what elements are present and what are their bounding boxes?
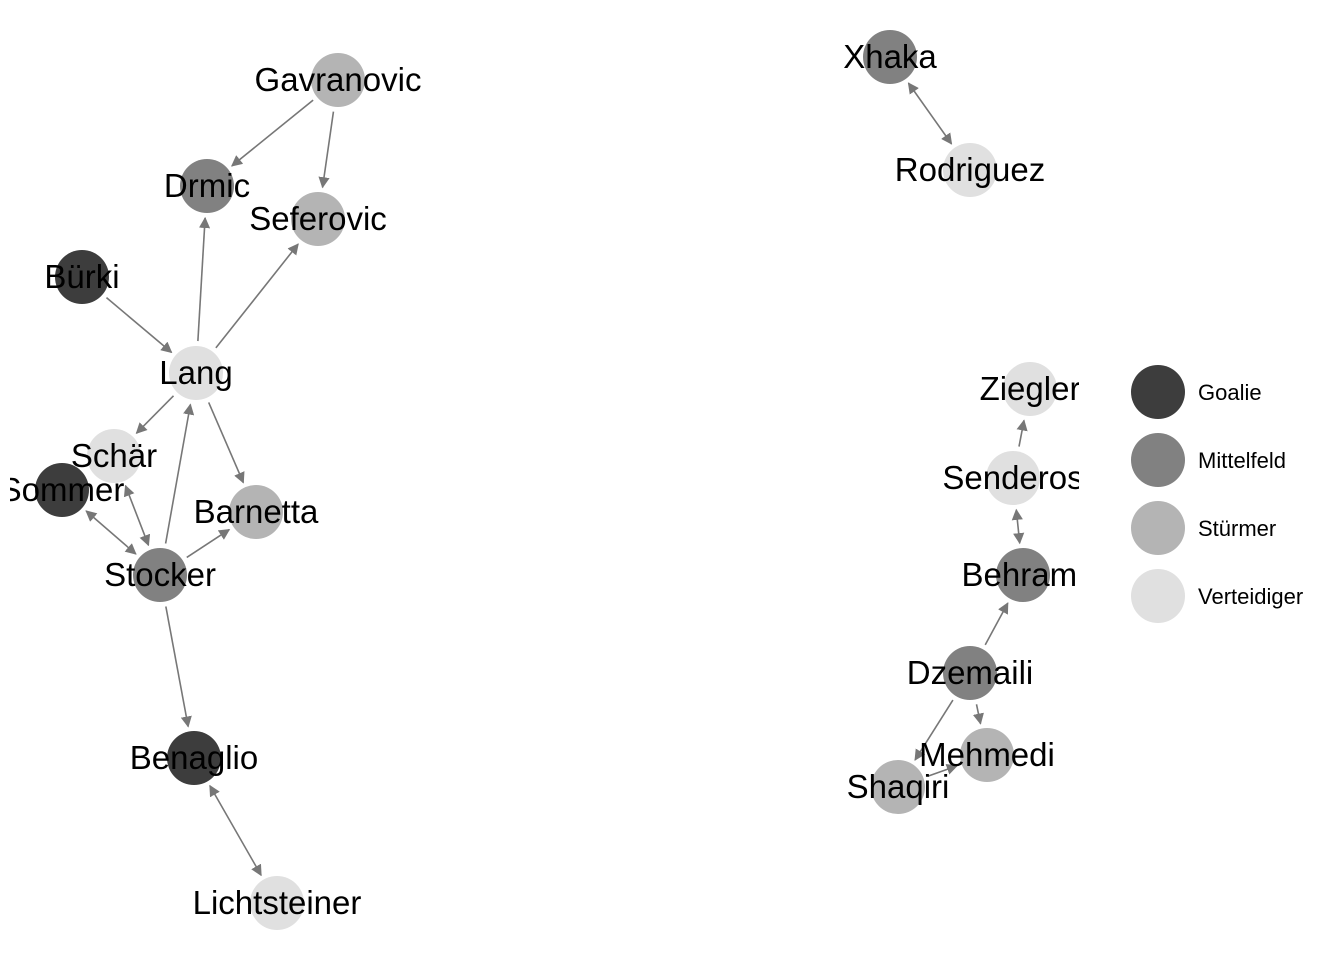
node-ziegler: Ziegler bbox=[980, 362, 1081, 416]
node-circle-behrami bbox=[996, 548, 1050, 602]
node-circle-xhaka bbox=[863, 30, 917, 84]
node-lichtsteiner: Lichtsteiner bbox=[193, 876, 362, 930]
edge-sommer-stocker bbox=[85, 510, 137, 555]
legend: Goalie Mittelfeld Stürmer Verteidiger bbox=[1131, 365, 1303, 623]
node-circle-drmic bbox=[180, 159, 234, 213]
node-barnetta: Barnetta bbox=[194, 485, 319, 539]
node-xhaka: Xhaka bbox=[843, 30, 937, 84]
edge-shaqiri-mehmedi bbox=[927, 763, 958, 777]
node-label-dzemaili: Dzemaili bbox=[907, 654, 1034, 691]
node-benaglio: Benaglio bbox=[130, 731, 258, 785]
node-label-schaer: Schär bbox=[71, 437, 157, 474]
edge-lang-seferovic bbox=[215, 243, 299, 349]
edge-gavranovic-drmic bbox=[231, 99, 314, 167]
legend-label-verteidiger: Verteidiger bbox=[1198, 584, 1303, 609]
node-circle-senderos bbox=[986, 451, 1040, 505]
edge-gavranovic-seferovic bbox=[318, 111, 335, 189]
edge-stocker-benaglio bbox=[165, 606, 192, 728]
legend-label-goalie: Goalie bbox=[1198, 380, 1262, 405]
node-label-ziegler: Ziegler bbox=[980, 370, 1081, 407]
edge-lang-drmic bbox=[197, 216, 211, 342]
legend-item-verteidiger: Verteidiger bbox=[1131, 569, 1303, 623]
legend-swatch-verteidiger bbox=[1131, 569, 1185, 623]
edge-stocker-lang bbox=[164, 403, 195, 544]
legend-label-mittelfeld: Mittelfeld bbox=[1198, 448, 1286, 473]
edge-xhaka-rodriguez bbox=[907, 82, 953, 145]
node-label-lang: Lang bbox=[159, 354, 232, 391]
node-buerki: Bürki bbox=[44, 250, 120, 304]
edge-dzemaili-behrami bbox=[984, 602, 1009, 646]
node-circle-rodriguez bbox=[943, 143, 997, 197]
node-label-sommer: Sommer bbox=[0, 471, 124, 508]
edge-dzemaili-shaqiri bbox=[914, 699, 954, 761]
edge-schaer-stocker bbox=[123, 484, 151, 547]
legend-item-mittelfeld: Mittelfeld bbox=[1131, 433, 1286, 487]
node-label-behrami: Behrami bbox=[962, 556, 1085, 593]
edge-lang-barnetta bbox=[207, 402, 245, 484]
node-senderos: Senderos bbox=[942, 451, 1083, 505]
node-circle-shaqiri bbox=[871, 760, 925, 814]
node-circle-schaer bbox=[87, 429, 141, 483]
node-gavranovic: Gavranovic bbox=[255, 53, 422, 107]
node-circle-mehmedi bbox=[960, 728, 1014, 782]
node-stocker: Stocker bbox=[104, 548, 216, 602]
node-label-stocker: Stocker bbox=[104, 556, 216, 593]
node-circle-ziegler bbox=[1003, 362, 1057, 416]
node-circle-lang bbox=[169, 346, 223, 400]
node-label-seferovic: Seferovic bbox=[249, 200, 387, 237]
node-circle-sommer bbox=[35, 463, 89, 517]
node-label-buerki: Bürki bbox=[44, 258, 119, 295]
node-circle-dzemaili bbox=[943, 646, 997, 700]
node-label-shaqiri: Shaqiri bbox=[847, 768, 950, 805]
node-lang: Lang bbox=[159, 346, 233, 400]
node-label-barnetta: Barnetta bbox=[194, 493, 319, 530]
node-circle-gavranovic bbox=[311, 53, 365, 107]
node-sommer: Sommer bbox=[0, 463, 124, 517]
edges-layer bbox=[85, 82, 1028, 877]
edge-buerki-lang bbox=[105, 297, 173, 354]
node-circle-buerki bbox=[55, 250, 109, 304]
node-label-rodriguez: Rodriguez bbox=[895, 151, 1045, 188]
node-behrami: Behrami bbox=[962, 548, 1085, 602]
node-label-drmic: Drmic bbox=[164, 167, 250, 204]
edge-stocker-barnetta bbox=[186, 528, 231, 559]
edge-dzemaili-mehmedi bbox=[972, 704, 984, 725]
legend-item-goalie: Goalie bbox=[1131, 365, 1262, 419]
node-label-benaglio: Benaglio bbox=[130, 739, 258, 776]
edge-lang-schaer bbox=[135, 395, 175, 435]
node-label-lichtsteiner: Lichtsteiner bbox=[193, 884, 362, 921]
edge-senderos-behrami bbox=[1011, 508, 1025, 545]
node-label-gavranovic: Gavranovic bbox=[255, 61, 422, 98]
node-circle-barnetta bbox=[229, 485, 283, 539]
legend-swatch-stuermer bbox=[1131, 501, 1185, 555]
node-dzemaili: Dzemaili bbox=[907, 646, 1034, 700]
node-schaer: Schär bbox=[71, 429, 157, 483]
node-label-xhaka: Xhaka bbox=[843, 38, 937, 75]
node-mehmedi: Mehmedi bbox=[919, 728, 1055, 782]
node-label-senderos: Senderos bbox=[942, 459, 1083, 496]
edge-senderos-ziegler bbox=[1016, 419, 1028, 447]
node-circle-benaglio bbox=[167, 731, 221, 785]
node-label-mehmedi: Mehmedi bbox=[919, 736, 1055, 773]
node-circle-lichtsteiner bbox=[250, 876, 304, 930]
legend-swatch-mittelfeld bbox=[1131, 433, 1185, 487]
legend-label-stuermer: Stürmer bbox=[1198, 516, 1276, 541]
node-seferovic: Seferovic bbox=[249, 192, 387, 246]
node-shaqiri: Shaqiri bbox=[847, 760, 950, 814]
node-drmic: Drmic bbox=[164, 159, 250, 213]
edge-benaglio-lichtsteiner bbox=[209, 784, 262, 877]
legend-swatch-goalie bbox=[1131, 365, 1185, 419]
legend-item-stuermer: Stürmer bbox=[1131, 501, 1276, 555]
node-circle-seferovic bbox=[291, 192, 345, 246]
node-circle-stocker bbox=[133, 548, 187, 602]
node-rodriguez: Rodriguez bbox=[895, 143, 1045, 197]
